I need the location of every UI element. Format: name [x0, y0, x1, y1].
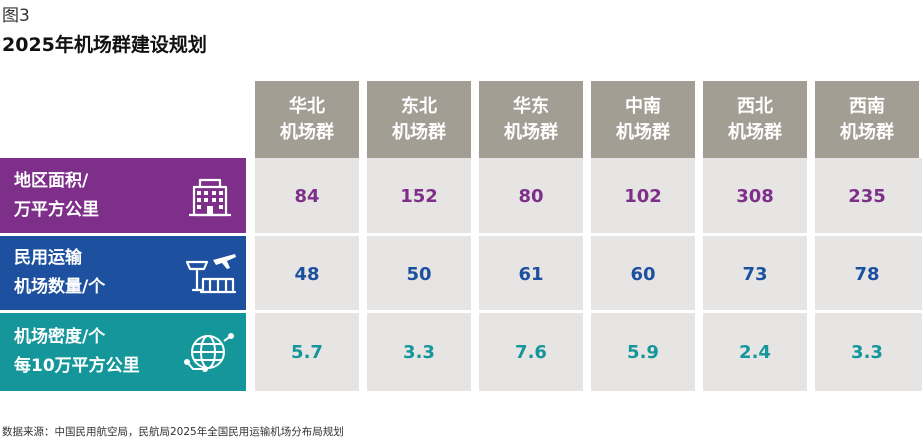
column-header-line1: 西北	[737, 95, 773, 117]
table-cell: 152	[400, 186, 438, 207]
column-header-line2: 机场群	[840, 121, 894, 143]
column-divider	[695, 158, 703, 391]
row-label-line1: 民用运输	[14, 248, 82, 268]
column-header-southwest: 西南 机场群	[815, 81, 919, 158]
table-cell: 5.7	[291, 341, 323, 363]
table-cell: 61	[518, 264, 544, 285]
column-header-line1: 西南	[849, 95, 885, 117]
table-cell: 3.3	[403, 341, 435, 363]
airport-tower-icon	[185, 254, 237, 294]
table-cell: 48	[294, 264, 320, 285]
table-cell: 78	[854, 264, 880, 285]
table-cell: 3.3	[851, 341, 883, 363]
table-cell: 73	[742, 264, 768, 285]
table-cell: 102	[624, 186, 662, 207]
column-header-northwest: 西北 机场群	[703, 81, 807, 158]
table-cell: 5.9	[627, 341, 659, 363]
column-header-northeast: 东北 机场群	[367, 81, 471, 158]
globe-network-icon	[184, 333, 234, 372]
row-label-airport-density: 机场密度/个 每10万平方公里	[0, 313, 246, 391]
table-cell: 50	[406, 264, 432, 285]
table-cell: 80	[518, 186, 544, 207]
column-divider	[471, 158, 479, 391]
source-note: 数据来源：中国民用航空局，民航局2025年全国民用运输机场分布局规划	[2, 426, 344, 438]
row-label-line2: 万平方公里	[14, 199, 99, 220]
building-icon	[189, 178, 231, 216]
row-label-line2: 机场数量/个	[14, 277, 106, 297]
column-header-line1: 华东	[513, 95, 549, 117]
column-header-east-china: 华东 机场群	[479, 81, 583, 158]
column-header-north-china: 华北 机场群	[255, 81, 359, 158]
chart-title: 2025年机场群建设规划	[2, 34, 207, 56]
table-cell: 235	[848, 186, 886, 207]
column-divider	[583, 158, 591, 391]
column-divider	[359, 158, 367, 391]
table-cell: 2.4	[739, 341, 771, 363]
row-label-airport-count: 民用运输 机场数量/个	[0, 236, 246, 310]
row-label-area: 地区面积/ 万平方公里	[0, 158, 246, 233]
column-header-line1: 华北	[289, 95, 325, 117]
column-header-line2: 机场群	[728, 121, 782, 143]
column-header-line1: 中南	[625, 95, 661, 117]
figure-label: 图3	[2, 6, 30, 26]
column-header-line2: 机场群	[280, 121, 334, 143]
column-header-line2: 机场群	[504, 121, 558, 143]
row-label-line1: 地区面积/	[14, 170, 89, 191]
column-divider	[807, 158, 815, 391]
column-header-line2: 机场群	[392, 121, 446, 143]
column-header-line2: 机场群	[616, 121, 670, 143]
table-cell: 84	[294, 186, 320, 207]
column-header-central-south: 中南 机场群	[591, 81, 695, 158]
column-header-line1: 东北	[401, 95, 437, 117]
table-cell: 7.6	[515, 341, 547, 363]
row-label-line1: 机场密度/个	[14, 327, 106, 347]
row-label-line2: 每10万平方公里	[14, 356, 140, 376]
table-cell: 60	[630, 264, 656, 285]
table-cell: 308	[736, 186, 774, 207]
